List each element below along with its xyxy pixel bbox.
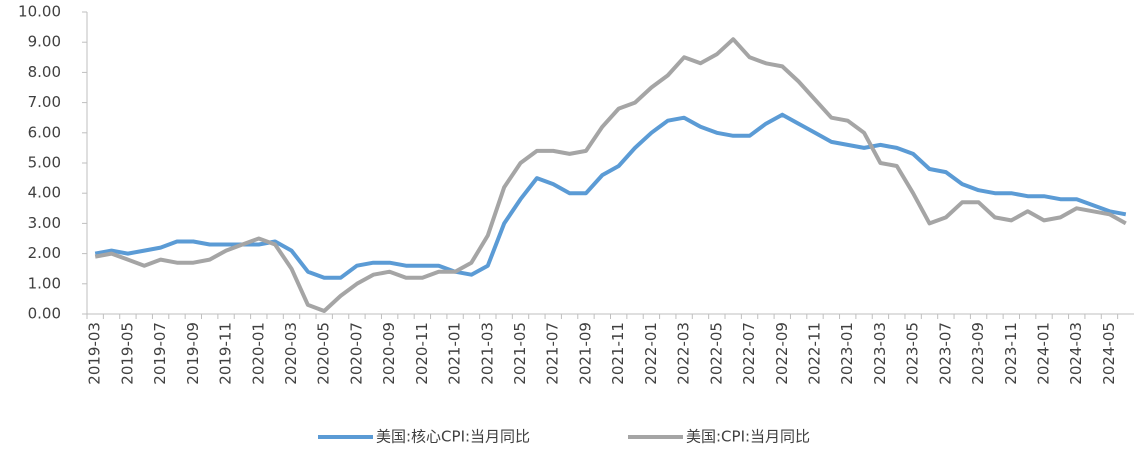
x-tick-label: 2022-03 xyxy=(675,322,693,385)
x-tick-label: 2021-09 xyxy=(576,322,594,385)
x-tick-label: 2023-01 xyxy=(838,322,856,385)
y-tick-label: 7.00 xyxy=(28,93,61,111)
x-tick-label: 2022-07 xyxy=(740,322,758,385)
legend-label: 美国:核心CPI:当月同比 xyxy=(376,428,530,446)
x-tick-label: 2022-05 xyxy=(707,322,725,385)
x-tick-label: 2020-03 xyxy=(282,322,300,385)
y-tick-label: 10.00 xyxy=(18,3,61,21)
x-tick-label: 2021-11 xyxy=(609,322,627,385)
x-tick-label: 2020-05 xyxy=(315,322,333,385)
x-tick-label: 2020-09 xyxy=(380,322,398,385)
x-tick-label: 2023-07 xyxy=(936,322,954,385)
y-tick-label: 3.00 xyxy=(28,214,61,232)
x-tick-label: 2020-01 xyxy=(249,322,267,385)
x-tick-label: 2019-07 xyxy=(151,322,169,385)
x-tick-label: 2020-07 xyxy=(347,322,365,385)
x-tick-label: 2020-11 xyxy=(413,322,431,385)
x-tick-label: 2024-03 xyxy=(1067,322,1085,385)
y-tick-label: 0.00 xyxy=(28,305,61,323)
line-series xyxy=(94,37,1127,313)
x-tick-label: 2024-01 xyxy=(1035,322,1053,385)
line-series xyxy=(94,112,1127,280)
x-tick-label: 2023-03 xyxy=(871,322,889,385)
x-tick-label: 2019-03 xyxy=(86,322,104,385)
y-tick-label: 1.00 xyxy=(28,274,61,292)
y-tick-label: 6.00 xyxy=(28,123,61,141)
x-tick-label: 2019-05 xyxy=(118,322,136,385)
y-tick-label: 9.00 xyxy=(28,33,61,51)
x-tick-label: 2021-05 xyxy=(511,322,529,385)
y-tick-label: 2.00 xyxy=(28,244,61,262)
x-tick-label: 2019-11 xyxy=(217,322,235,385)
x-tick-label: 2022-11 xyxy=(805,322,823,385)
x-tick-label: 2021-07 xyxy=(544,322,562,385)
y-tick-label: 8.00 xyxy=(28,63,61,81)
y-tick-label: 4.00 xyxy=(28,184,61,202)
y-tick-label: 5.00 xyxy=(28,154,61,172)
x-tick-label: 2021-01 xyxy=(446,322,464,385)
x-tick-label: 2022-09 xyxy=(773,322,791,385)
x-tick-label: 2023-11 xyxy=(1002,322,1020,385)
legend-label: 美国:CPI:当月同比 xyxy=(686,428,810,446)
x-tick-label: 2021-03 xyxy=(478,322,496,385)
x-tick-label: 2023-05 xyxy=(904,322,922,385)
x-tick-label: 2019-09 xyxy=(184,322,202,385)
x-tick-label: 2023-09 xyxy=(969,322,987,385)
x-tick-label: 2024-05 xyxy=(1100,322,1118,385)
x-tick-label: 2022-01 xyxy=(642,322,660,385)
